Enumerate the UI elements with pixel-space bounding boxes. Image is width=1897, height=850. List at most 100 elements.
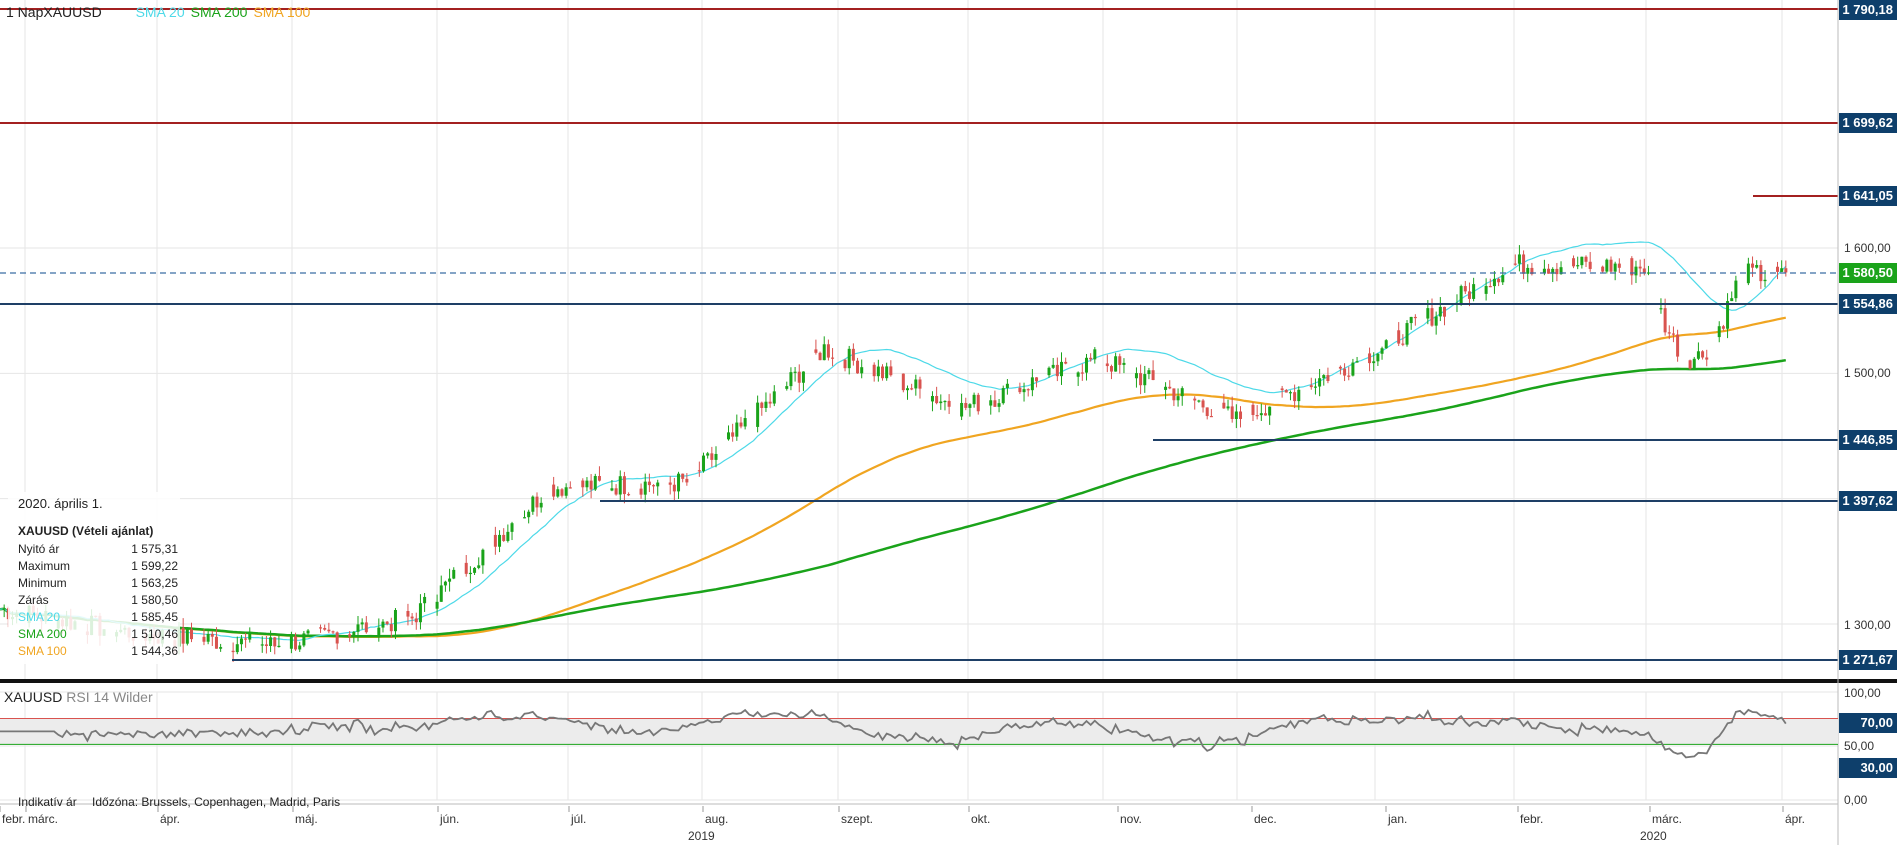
candle-body [1284, 390, 1288, 393]
candle-body [1776, 266, 1780, 272]
candle-body [1338, 366, 1342, 369]
candle-body [1080, 372, 1084, 374]
candle-body [1347, 375, 1351, 377]
candle-body [968, 404, 972, 408]
ohlc-value: 1 510,46 [131, 627, 178, 641]
candle-body [468, 572, 472, 575]
month-label: márc. [1652, 812, 1682, 826]
ohlc-value: 1 563,25 [131, 576, 178, 590]
ohlc-value: 1 544,36 [131, 644, 178, 658]
month-label: febr. [1520, 812, 1543, 826]
candle-body [1459, 286, 1463, 304]
candle-body [1730, 298, 1734, 302]
candle-body [935, 396, 939, 404]
candle-body [1438, 306, 1442, 317]
candle-body [1663, 308, 1667, 333]
candle-body [785, 386, 789, 389]
candle-body [560, 489, 564, 496]
candle-body [614, 488, 618, 495]
candle-body [1517, 254, 1521, 264]
candle-body [1646, 272, 1650, 274]
candle-body [1513, 263, 1517, 265]
candle-body [797, 371, 801, 383]
candle-body [414, 618, 418, 623]
candle-body [1380, 348, 1384, 354]
candle-body [360, 622, 364, 625]
candle-body [1230, 406, 1234, 419]
candle-body [872, 364, 876, 377]
rsi-line [0, 708, 1787, 759]
candle-body [822, 344, 826, 361]
candle-body [1584, 256, 1588, 262]
month-label: okt. [971, 812, 990, 826]
candle-body [697, 470, 701, 472]
candle-body [1309, 385, 1313, 388]
indicator-legend-item[interactable]: SMA 200 [190, 4, 248, 20]
price-tick-label: 1 300,00 [1844, 618, 1891, 632]
chart-legend: 1 NapXAUUSD SMA 20 SMA 200 SMA 100 [6, 4, 322, 20]
candle-body [1259, 413, 1263, 416]
candle-body [793, 371, 797, 373]
candle-body [889, 366, 893, 376]
candle-body [181, 627, 185, 644]
candle-body [930, 396, 934, 402]
candle-body [1572, 258, 1576, 267]
candle-body [589, 480, 593, 490]
candle-body [1667, 332, 1671, 334]
candle-body [1605, 259, 1609, 272]
month-label: júl. [570, 812, 586, 826]
candle-body [381, 621, 385, 628]
candle-body [1409, 316, 1413, 324]
candle-body [1609, 259, 1613, 272]
candle-body [1109, 366, 1113, 372]
candle-body [1522, 254, 1526, 274]
candle-body [1497, 278, 1501, 283]
candle-body [826, 344, 830, 358]
candle-body [905, 388, 909, 391]
candle-body [1209, 415, 1213, 418]
candle-body [385, 621, 389, 625]
candle-body [1180, 388, 1184, 397]
year-label: 2019 [688, 829, 715, 843]
candle-body [585, 480, 589, 488]
candle-body [1168, 386, 1172, 389]
candle-body [239, 638, 243, 645]
candle-body [248, 632, 252, 640]
candle-body [1580, 256, 1584, 266]
candle-body [1630, 258, 1634, 276]
candle-body [481, 549, 485, 566]
candle-body [410, 616, 414, 619]
candle-body [277, 645, 281, 648]
candle-body [876, 366, 880, 377]
candle-body [976, 394, 980, 412]
candle-body [1134, 373, 1138, 379]
candle-body [1642, 268, 1646, 273]
candle-body [556, 489, 560, 497]
candle-body [206, 633, 210, 642]
candle-body [768, 401, 772, 404]
candle-body [1022, 389, 1026, 393]
candle-body [1547, 268, 1551, 274]
ohlc-label: SMA 20 [18, 610, 61, 624]
rsi-tick-label: 50,00 [1844, 739, 1874, 753]
sma200-line [0, 358, 1787, 638]
candle-body [685, 478, 689, 483]
ohlc-label: SMA 200 [18, 627, 67, 641]
rsi-level-badge: 30,00 [1839, 758, 1897, 778]
candle-body [439, 585, 443, 602]
candle-body [1222, 402, 1226, 409]
price-level-badge: 1 699,62 [1839, 113, 1897, 133]
candle-body [831, 357, 835, 359]
indicator-legend-item[interactable]: SMA 100 [253, 4, 311, 20]
candle-body [1280, 388, 1284, 391]
candle-body [947, 400, 951, 407]
candle-body [2, 608, 6, 610]
candle-body [847, 348, 851, 369]
candle-body [814, 349, 818, 353]
month-label: nov. [1120, 812, 1142, 826]
candle-body [1676, 334, 1680, 357]
candle-body [1488, 285, 1492, 288]
indicator-legend-item[interactable]: SMA 20 [135, 4, 185, 20]
candle-body [1226, 406, 1230, 409]
